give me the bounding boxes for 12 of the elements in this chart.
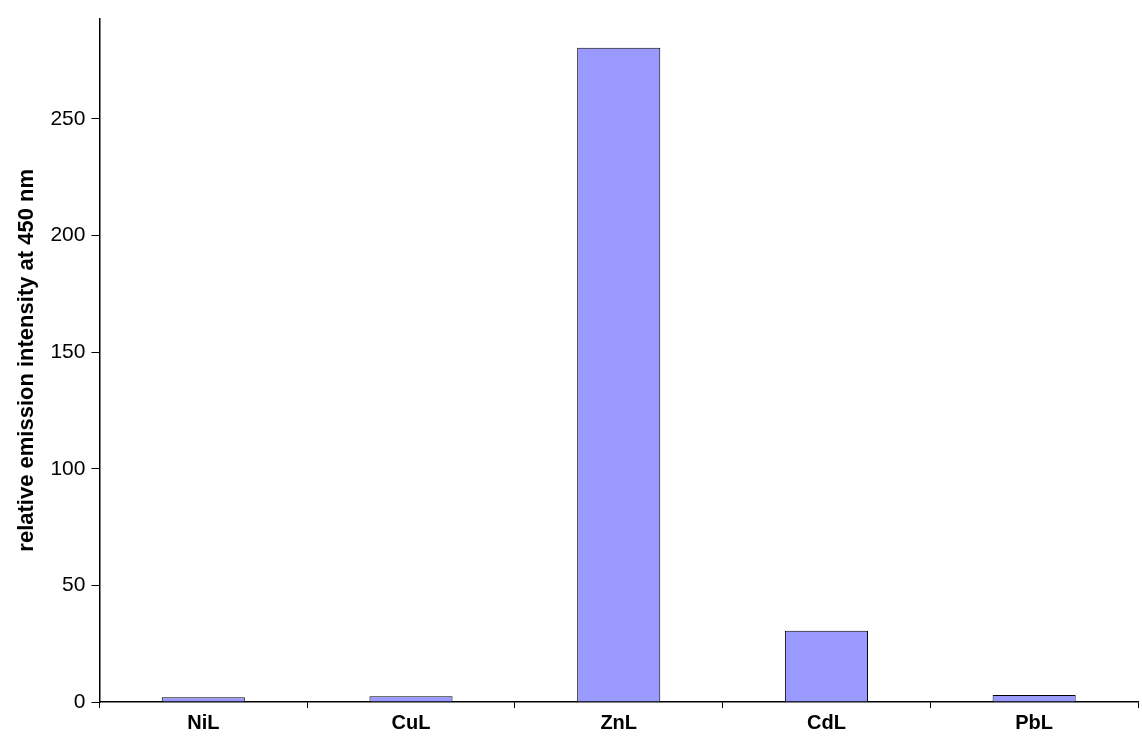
y-tick-label: 50 <box>62 572 86 596</box>
y-axis-title: relative emission intensity at 450 nm <box>13 168 39 552</box>
x-tick-label: CdL <box>806 710 846 733</box>
x-tick-label: NiL <box>187 710 220 733</box>
x-tick-label: PbL <box>1015 710 1054 733</box>
y-tick-label: 100 <box>50 455 86 479</box>
y-tick-label: 200 <box>50 222 86 246</box>
x-tick-label: CuL <box>391 710 431 733</box>
y-tick-label: 0 <box>73 688 86 712</box>
x-tick-label: ZnL <box>600 710 638 733</box>
y-tick-label: 250 <box>50 105 86 129</box>
y-tick-label: 150 <box>50 338 86 362</box>
